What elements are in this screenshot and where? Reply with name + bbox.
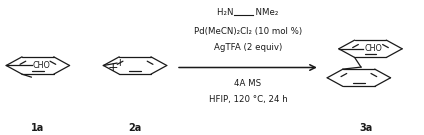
Text: 2a: 2a bbox=[128, 123, 142, 133]
Text: CHO: CHO bbox=[32, 61, 50, 70]
Text: H₂N        NMe₂: H₂N NMe₂ bbox=[217, 8, 279, 17]
Text: I: I bbox=[118, 59, 121, 68]
Text: AgTFA (2 equiv): AgTFA (2 equiv) bbox=[214, 43, 282, 52]
Text: HFIP, 120 °C, 24 h: HFIP, 120 °C, 24 h bbox=[209, 95, 287, 104]
Text: 4A MS: 4A MS bbox=[234, 79, 262, 88]
Text: Pd(MeCN)₂Cl₂ (10 mol %): Pd(MeCN)₂Cl₂ (10 mol %) bbox=[194, 27, 302, 36]
Text: 3a: 3a bbox=[360, 123, 373, 133]
Text: CHO: CHO bbox=[364, 44, 382, 53]
Text: 1a: 1a bbox=[31, 123, 45, 133]
Text: +: + bbox=[107, 61, 118, 74]
